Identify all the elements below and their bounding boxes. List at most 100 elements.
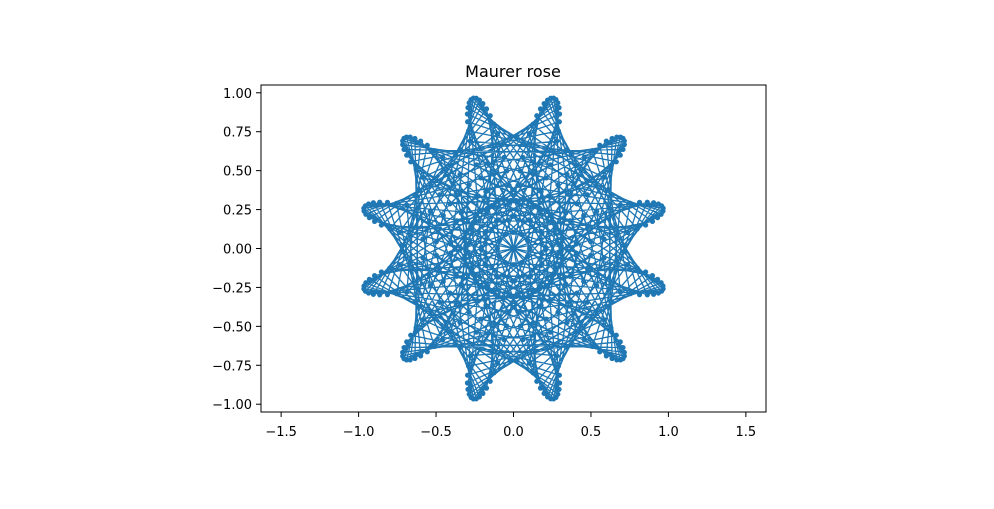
rose-point: [534, 113, 540, 119]
rose-point: [489, 288, 495, 294]
rose-point: [484, 286, 491, 292]
rose-point: [519, 231, 525, 238]
rose-point: [649, 273, 656, 279]
rose-point: [530, 121, 536, 127]
rose-point: [463, 248, 469, 254]
rose-point: [526, 360, 533, 366]
rose-point: [547, 329, 554, 335]
rose-point: [527, 273, 534, 279]
rose-point: [433, 252, 439, 258]
rose-point: [501, 154, 507, 161]
rose-point: [555, 128, 562, 134]
rose-point: [491, 370, 497, 376]
rose-point: [511, 229, 517, 235]
rose-point: [555, 363, 562, 369]
rose-point: [539, 261, 545, 267]
rose-point: [412, 135, 418, 142]
x-axis: −1.5 −1.0 −0.5 0.0 0.5 1.0 1.5: [265, 412, 756, 440]
rose-point: [465, 105, 471, 111]
rose-point: [584, 299, 590, 305]
rose-point: [520, 154, 526, 161]
rose-point: [621, 353, 627, 359]
rose-point: [458, 281, 464, 287]
rose-point: [465, 363, 472, 369]
rose-point: [537, 106, 544, 112]
rose-point: [509, 213, 515, 219]
rose-point: [400, 138, 406, 144]
rose-point: [518, 260, 524, 266]
rose-point: [588, 239, 594, 245]
y-tick-label: −0.50: [212, 320, 252, 335]
rose-point: [556, 119, 562, 125]
rose-point: [466, 391, 472, 397]
rose-point: [387, 226, 393, 232]
rose-point: [546, 193, 552, 199]
rose-point: [643, 222, 649, 228]
rose-point: [589, 343, 595, 349]
rose-point: [553, 224, 559, 230]
rose-point: [470, 219, 476, 225]
rose-point: [541, 101, 547, 107]
x-tick-label: −1.5: [265, 425, 297, 440]
rose-point: [420, 317, 426, 323]
y-tick-label: 1.00: [223, 87, 252, 102]
rose-point: [617, 202, 623, 208]
rose-point: [556, 111, 563, 117]
rose-point: [366, 290, 372, 296]
rose-point: [404, 339, 410, 345]
rose-point: [551, 341, 557, 348]
rose-point: [413, 166, 419, 172]
rose-point: [581, 337, 587, 343]
rose-point: [454, 218, 460, 224]
rose-point: [558, 248, 564, 254]
rose-point: [412, 355, 418, 362]
rose-point: [418, 353, 424, 359]
rose-point: [634, 265, 640, 271]
rose-point: [483, 188, 489, 195]
rose-point: [564, 171, 570, 178]
y-tick-label: −0.25: [212, 281, 252, 296]
rose-point: [428, 183, 434, 189]
rose-point: [457, 171, 463, 178]
rose-point: [370, 291, 376, 297]
rose-point: [473, 329, 480, 335]
rose-point: [593, 183, 599, 189]
rose-point: [617, 152, 623, 158]
rose-point: [573, 162, 579, 168]
rose-point: [534, 378, 540, 384]
rose-point: [448, 250, 454, 256]
rose-point: [515, 309, 521, 315]
rose-point: [553, 394, 559, 400]
rose-point: [483, 263, 489, 269]
rose-point: [523, 349, 529, 355]
rose-point: [415, 205, 421, 211]
rose-point: [448, 241, 454, 247]
rose-point: [483, 302, 489, 309]
rose-point: [496, 253, 502, 259]
rose-point: [401, 356, 407, 362]
rose-point: [508, 197, 514, 204]
rose-point: [517, 323, 523, 329]
rose-point: [614, 134, 620, 140]
rose-point: [556, 386, 562, 392]
rose-point: [478, 175, 484, 181]
rose-point: [594, 208, 600, 214]
rose-point: [627, 291, 634, 297]
x-tick-label: −1.0: [343, 425, 375, 440]
rose-point: [532, 288, 538, 294]
rose-point: [597, 349, 603, 355]
rose-point: [371, 218, 378, 224]
rose-point: [366, 215, 372, 221]
rose-point: [634, 226, 640, 232]
rose-point: [466, 100, 472, 106]
rose-point: [636, 199, 643, 205]
rose-point: [601, 236, 607, 242]
rose-point: [536, 286, 543, 292]
rose-point: [563, 210, 569, 216]
rose-point: [527, 218, 534, 224]
rose-point: [393, 200, 400, 206]
rose-point: [433, 239, 439, 245]
rose-point: [470, 272, 476, 278]
rose-point: [510, 245, 517, 252]
rose-point: [621, 349, 627, 355]
